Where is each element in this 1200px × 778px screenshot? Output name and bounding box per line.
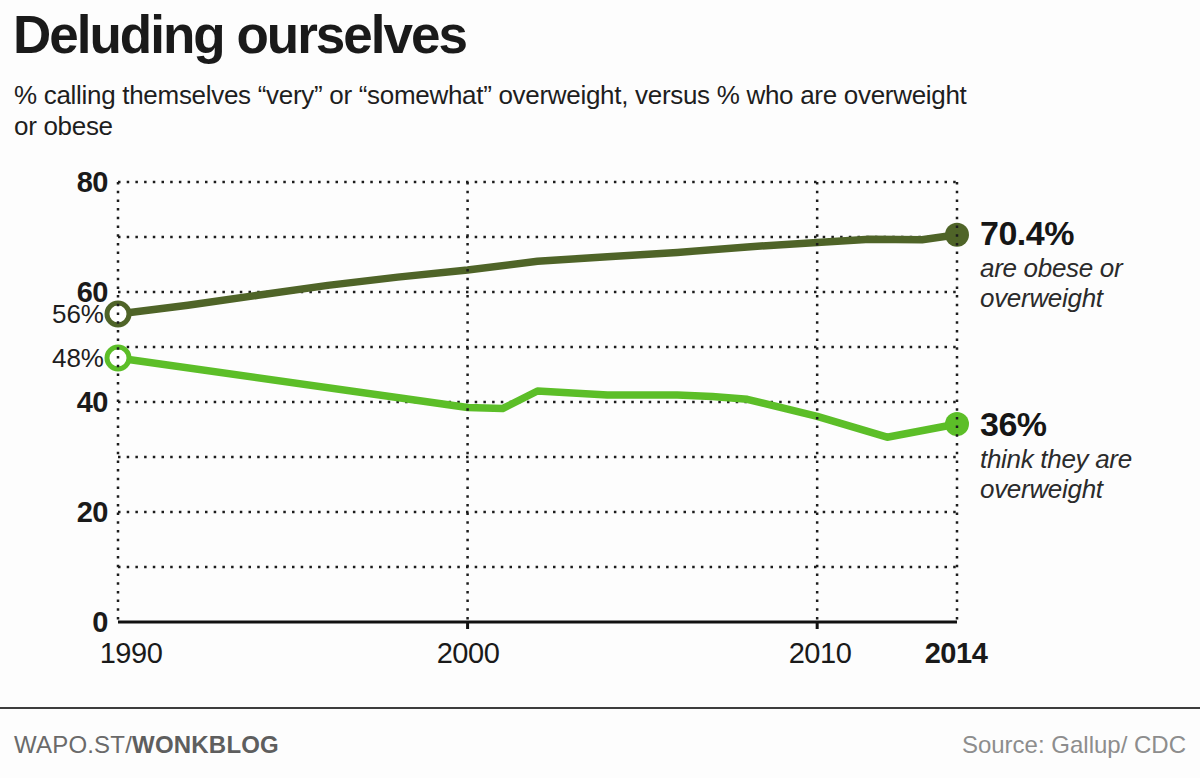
y-axis-label-0: 0 [30, 605, 108, 639]
footer-branding: WAPO.ST/WONKBLOG [14, 731, 279, 759]
series-end-marker-1 [945, 412, 969, 436]
y-axis-label-80: 80 [30, 165, 108, 199]
series-start-label-obese: 56% [0, 298, 104, 330]
footer-divider [0, 707, 1200, 709]
annotation-obese-caption-line1: are obese or [980, 253, 1190, 283]
series-start-label-think: 48% [0, 342, 104, 374]
x-axis-label-1990: 1990 [100, 636, 163, 670]
annotation-think-caption-line2: overweight [980, 474, 1190, 504]
footer-source: Source: Gallup/ CDC [962, 731, 1186, 759]
x-axis-label-2000: 2000 [437, 636, 500, 670]
footer-site-bold: WONKBLOG [132, 731, 279, 758]
annotation-think: 36% think they are overweight [980, 404, 1190, 504]
annotation-obese-caption-line2: overweight [980, 283, 1190, 313]
wonkblog-chart-card: Deluding ourselves % calling themselves … [0, 0, 1200, 778]
x-axis-label-2010: 2010 [789, 636, 852, 670]
annotation-obese-value: 70.4% [980, 213, 1190, 253]
footer-site-prefix: WAPO.ST/ [14, 731, 132, 758]
annotation-think-caption-line1: think they are [980, 444, 1190, 474]
x-axis-label-2014: 2014 [925, 636, 988, 670]
series-line-0 [118, 235, 957, 314]
y-axis-label-40: 40 [30, 385, 108, 419]
annotation-obese: 70.4% are obese or overweight [980, 213, 1190, 313]
chart-canvas [0, 0, 1200, 778]
annotation-think-value: 36% [980, 404, 1190, 444]
series-line-1 [118, 358, 957, 437]
y-axis-label-20: 20 [30, 495, 108, 529]
